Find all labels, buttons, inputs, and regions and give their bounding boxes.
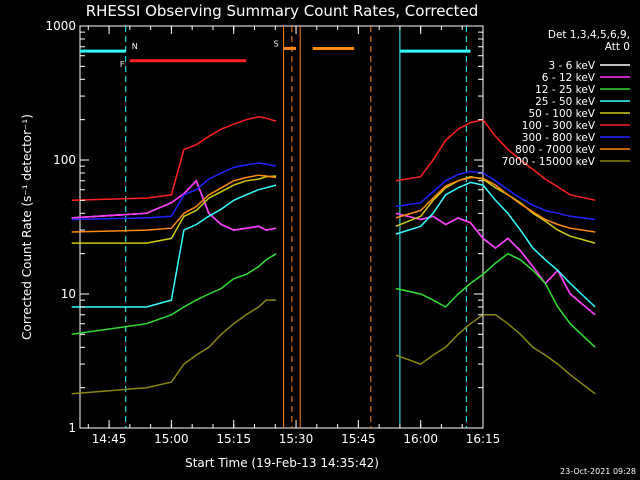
- legend-label: 300 - 800 keV: [522, 132, 596, 144]
- x-tick-label: 15:15: [216, 432, 251, 446]
- series-line: [71, 162, 596, 221]
- legend-label: 7000 - 15000 keV: [502, 156, 596, 168]
- series-line: [71, 252, 596, 348]
- y-axis-label: Corrected Count Rate (s⁻¹ detector⁻¹): [20, 114, 34, 340]
- x-tick-label: 15:45: [341, 432, 376, 446]
- x-tick-label: 15:30: [279, 432, 314, 446]
- series-line: [71, 179, 596, 316]
- legend-label: 50 - 100 keV: [528, 108, 595, 120]
- series-line: [71, 299, 596, 395]
- y-axis-ticks: 1 10 100 1000: [45, 19, 483, 435]
- timestamp: 23-Oct-2021 09:28: [560, 467, 636, 476]
- x-axis-label: Start Time (19-Feb-13 14:35:42): [185, 456, 379, 470]
- y-tick-label: 10: [61, 287, 76, 301]
- legend-label: 12 - 25 keV: [535, 84, 596, 96]
- y-tick-label: 100: [53, 153, 76, 167]
- x-axis-ticks: 14:45 15:00 15:15 15:30 15:45 16:00 16:15: [87, 26, 501, 446]
- series-lines: [71, 116, 596, 395]
- series-line: [71, 175, 596, 244]
- legend-header-line-1: Det 1,3,4,5,6,9,: [548, 29, 630, 41]
- y-tick-label: 1000: [45, 19, 76, 33]
- chart-title: RHESSI Observing Summary Count Rates, Co…: [86, 2, 479, 20]
- legend-label: 100 - 300 keV: [522, 120, 596, 132]
- x-tick-label: 14:45: [92, 432, 127, 446]
- legend-label: 6 - 12 keV: [542, 72, 596, 84]
- legend-header-line-2: Att 0: [605, 41, 630, 53]
- legend-label: 3 - 6 keV: [548, 60, 595, 72]
- flag-bars: NF S: [80, 39, 471, 69]
- series-line: [71, 181, 596, 308]
- series-line: [71, 174, 596, 233]
- vertical-markers: [125, 26, 467, 428]
- flag-label-F: F: [120, 60, 125, 69]
- x-tick-label: 16:00: [403, 432, 438, 446]
- plot-frame: [79, 25, 484, 429]
- legend-label: 800 - 7000 keV: [515, 144, 596, 156]
- legend-label: 25 - 50 keV: [535, 96, 596, 108]
- y-tick-label: 1: [68, 421, 76, 435]
- flag-label-S: S: [274, 39, 279, 48]
- x-tick-label: 16:15: [466, 432, 501, 446]
- flag-label-N: N: [132, 42, 138, 51]
- series-line: [71, 116, 596, 202]
- x-tick-label: 15:00: [154, 432, 189, 446]
